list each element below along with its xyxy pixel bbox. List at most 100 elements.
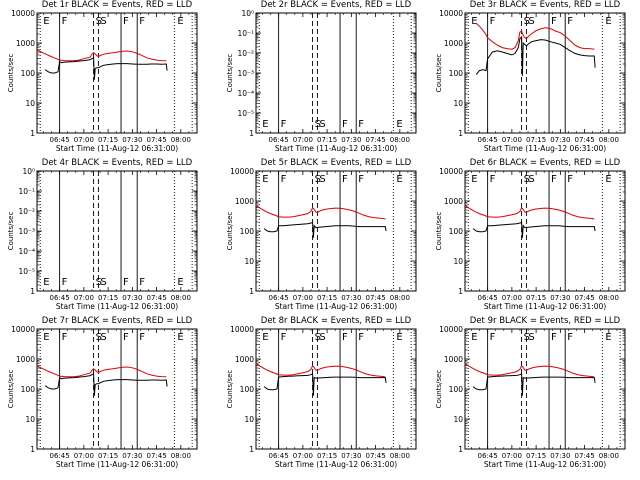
panel-det-3: Det 3r BLACK = Events, RED = LLD 1 10 100 10… xyxy=(435,0,626,153)
y-axis-label: Counts/sec xyxy=(7,370,15,409)
marker-label: F xyxy=(123,277,129,288)
x-tick-label: 07:30 xyxy=(341,452,361,460)
y-axis-label: Counts/sec xyxy=(226,212,234,251)
panel-title: Det 8r BLACK = Events, RED = LLD xyxy=(261,316,412,326)
y-axis-label: Counts/sec xyxy=(435,212,443,251)
marker-label: F xyxy=(490,16,496,27)
marker-label: E xyxy=(262,119,268,130)
marker-label: F xyxy=(490,332,496,343)
x-tick-label: 07:30 xyxy=(122,294,142,302)
y-tick-label: 100 xyxy=(449,69,464,78)
marker-label: E xyxy=(43,277,49,288)
y-axis-label: Counts/sec xyxy=(7,212,15,251)
marker-label: F xyxy=(342,119,348,130)
y-tick-label: 1000 xyxy=(444,39,463,48)
series-line-lld xyxy=(464,363,595,378)
y-tick-label: 10 xyxy=(25,415,35,424)
y-tick-label: 100 xyxy=(449,227,464,236)
marker-label: F xyxy=(139,332,145,343)
x-tick-label: 07:15 xyxy=(98,452,118,460)
series-line-lld xyxy=(255,363,386,378)
y-tick-label: 1000 xyxy=(16,355,35,364)
y-tick-label: 10 xyxy=(25,99,35,108)
y-tick-label: 100 xyxy=(21,69,36,78)
y-tick-label: 10000 xyxy=(439,167,463,176)
y-axis-label: Counts/sec xyxy=(7,54,15,93)
marker-label: F xyxy=(281,119,287,130)
y-tick-label: 10 xyxy=(244,257,254,266)
panel-title: Det 7r BLACK = Events, RED = LLD xyxy=(42,316,193,326)
panel-det-1: Det 1r BLACK = Events, RED = LLD 1 10 100 10… xyxy=(7,0,198,153)
panel-title: Det 4r BLACK = Events, RED = LLD xyxy=(42,158,193,168)
x-axis-label: Start Time (11-Aug-12 06:31:00) xyxy=(484,302,606,311)
series-line-events xyxy=(263,221,387,238)
x-tick-label: 06:45 xyxy=(50,452,70,460)
x-tick-label: 07:45 xyxy=(366,136,386,144)
panel-det-8: Det 8r BLACK = Events, RED = LLD 1 10 100 10… xyxy=(226,316,417,469)
x-tick-label: 07:15 xyxy=(317,136,337,144)
marker-label: S xyxy=(100,332,106,343)
y-tick-label: 10000 xyxy=(439,325,463,334)
panel-det-2: Det 2r BLACK = Events, RED = LLD 1 10⁻⁵ 10⁻… xyxy=(226,0,417,153)
panel-title: Det 6r BLACK = Events, RED = LLD xyxy=(470,158,621,168)
y-tick-label: 1000 xyxy=(235,355,254,364)
y-tick-label: 10⁻⁴ xyxy=(237,89,254,98)
y-tick-label: 10⁰ xyxy=(22,167,35,176)
y-tick-label: 10 xyxy=(244,415,254,424)
y-tick-label: 1 xyxy=(249,129,254,138)
x-tick-label: 07:00 xyxy=(293,294,313,302)
x-tick-label: 07:30 xyxy=(341,136,361,144)
x-tick-label: 08:00 xyxy=(171,452,191,460)
y-tick-label: 1000 xyxy=(444,355,463,364)
x-tick-label: 07:15 xyxy=(526,452,546,460)
x-tick-label: 07:45 xyxy=(147,452,167,460)
series-line-lld xyxy=(36,365,167,378)
y-tick-label: 1000 xyxy=(444,197,463,206)
marker-label: F xyxy=(139,16,145,27)
panel-det-5: Det 5r BLACK = Events, RED = LLD 1 10 100 10… xyxy=(226,158,417,311)
plot-frame xyxy=(36,170,198,292)
x-axis-label: Start Time (11-Aug-12 06:31:00) xyxy=(275,460,397,469)
marker-label: S xyxy=(96,277,102,288)
panel-det-9: Det 9r BLACK = Events, RED = LLD 1 10 100 10… xyxy=(435,316,626,469)
y-tick-label: 10⁻⁵ xyxy=(18,267,35,276)
series-line-events xyxy=(472,221,596,238)
y-tick-label: 1 xyxy=(458,287,463,296)
x-tick-label: 08:00 xyxy=(390,294,410,302)
marker-label: F xyxy=(567,332,573,343)
y-tick-label: 10 xyxy=(453,257,463,266)
marker-label: F xyxy=(551,16,557,27)
y-tick-label: 1 xyxy=(249,287,254,296)
y-tick-label: 1 xyxy=(30,445,35,454)
y-tick-label: 10⁻² xyxy=(237,49,254,58)
y-tick-label: 100 xyxy=(240,385,255,394)
series-line-lld xyxy=(475,23,595,50)
x-tick-label: 07:00 xyxy=(502,294,522,302)
y-tick-label: 10000 xyxy=(230,325,254,334)
marker-label: F xyxy=(281,332,287,343)
plot-frame xyxy=(255,328,417,450)
marker-label: E xyxy=(43,16,49,27)
marker-label: S xyxy=(528,332,534,343)
x-tick-label: 07:15 xyxy=(526,294,546,302)
marker-label: E xyxy=(605,174,611,185)
marker-label: E xyxy=(262,332,268,343)
panel-title: Det 2r BLACK = Events, RED = LLD xyxy=(261,0,412,10)
x-tick-label: 07:30 xyxy=(550,294,570,302)
marker-label: F xyxy=(62,277,68,288)
y-tick-label: 100 xyxy=(21,385,36,394)
marker-label: F xyxy=(123,332,129,343)
marker-label: E xyxy=(605,332,611,343)
x-tick-label: 08:00 xyxy=(390,452,410,460)
x-tick-label: 08:00 xyxy=(599,294,619,302)
x-tick-label: 07:30 xyxy=(550,136,570,144)
panel-title: Det 5r BLACK = Events, RED = LLD xyxy=(261,158,412,168)
y-tick-label: 1000 xyxy=(16,39,35,48)
x-tick-label: 07:45 xyxy=(366,452,386,460)
marker-label: F xyxy=(62,332,68,343)
marker-label: S xyxy=(528,174,534,185)
x-tick-label: 08:00 xyxy=(390,136,410,144)
marker-label: E xyxy=(396,332,402,343)
x-tick-label: 07:45 xyxy=(575,136,595,144)
x-axis-label: Start Time (11-Aug-12 06:31:00) xyxy=(484,460,606,469)
